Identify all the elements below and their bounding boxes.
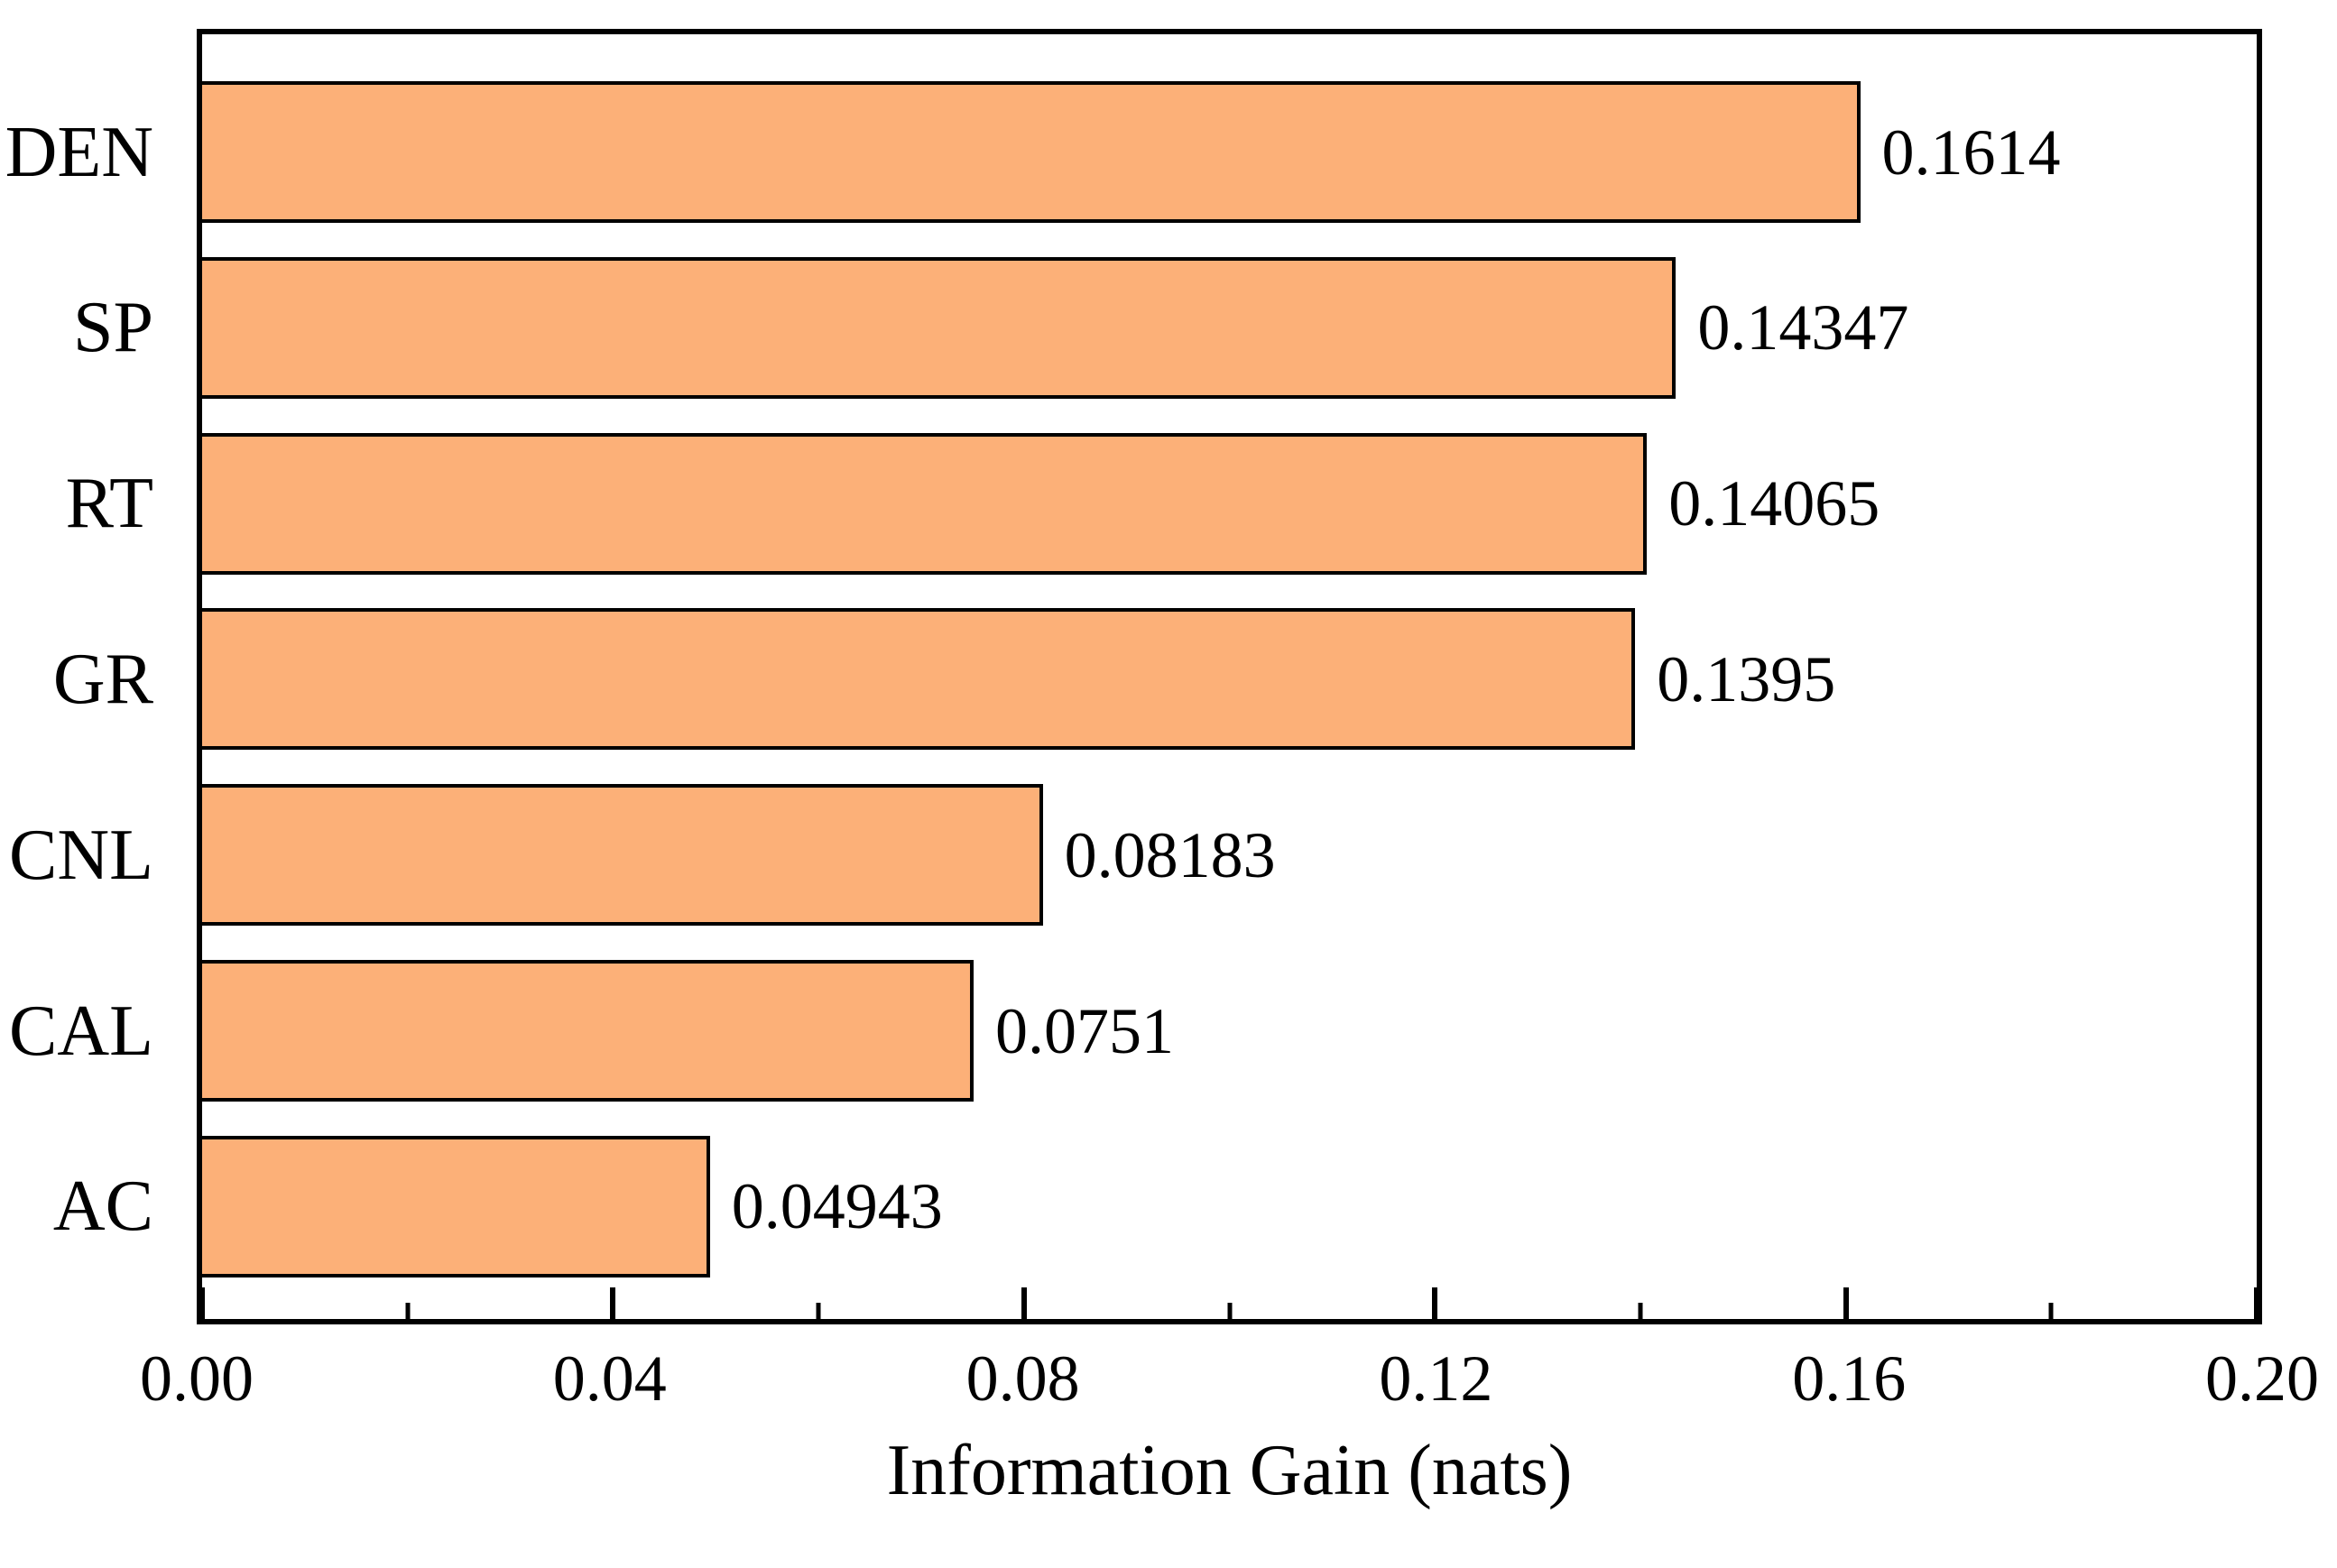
x-tick-label: 0.04 [552,1342,667,1415]
value-label: 0.1395 [1657,642,1836,715]
bar-row-cal: CAL 0.0751 [9,960,2257,1102]
bar-row-gr: GR 0.1395 [53,608,2257,751]
x-major-tick [1432,1287,1438,1319]
value-label: 0.1614 [1881,115,2061,189]
x-tick-label: 0.16 [1792,1342,1907,1415]
category-label: AC [52,1167,153,1247]
x-minor-tick [2048,1303,2054,1319]
value-label: 0.08183 [1064,818,1276,891]
bar [202,256,1677,399]
bar [202,81,1861,223]
value-label: 0.0751 [995,994,1174,1067]
category-label: CNL [9,815,153,895]
x-minor-tick [816,1303,821,1319]
x-minor-tick [1638,1303,1643,1319]
x-major-tick [199,1287,205,1319]
bar [202,608,1636,751]
plot-area: DEN 0.1614 SP 0.14347 RT 0.14065 GR 0.13… [5,29,2262,1324]
category-label: CAL [9,991,153,1071]
value-label: 0.14347 [1697,291,1909,364]
bar-row-rt: RT 0.14065 [66,432,2257,575]
value-label: 0.04943 [731,1170,943,1243]
x-tick-label: 0.12 [1379,1342,1493,1415]
bar-row-cnl: CNL 0.08183 [9,784,2257,927]
category-label: GR [52,639,153,719]
x-tick-label: 0.20 [2205,1342,2319,1415]
x-minor-tick [1227,1303,1232,1319]
x-tick-label: 0.08 [965,1342,1080,1415]
bar [202,1135,710,1277]
x-axis-tick-labels: 0.00 0.04 0.08 0.12 0.16 0.20 [140,1342,2319,1427]
bar [202,432,1648,575]
x-major-tick [1843,1287,1849,1319]
category-label: SP [73,288,153,368]
category-label: RT [65,464,153,544]
bar-row-den: DEN 0.1614 [5,81,2257,223]
category-label: DEN [5,112,153,192]
x-tick-label: 0.00 [140,1342,254,1415]
bar [202,784,1043,927]
value-label: 0.14065 [1668,467,1880,540]
bar [202,960,974,1102]
x-axis-title: Information Gain (nats) [886,1431,1573,1510]
x-major-tick [1021,1287,1027,1319]
bar-row-sp: SP 0.14347 [73,256,2257,399]
bar-rows: DEN 0.1614 SP 0.14347 RT 0.14065 GR 0.13… [5,34,2257,1319]
x-major-tick [610,1287,616,1319]
x-minor-tick [405,1303,411,1319]
bar-row-ac: AC 0.04943 [53,1135,2257,1277]
x-major-tick [2254,1287,2259,1319]
